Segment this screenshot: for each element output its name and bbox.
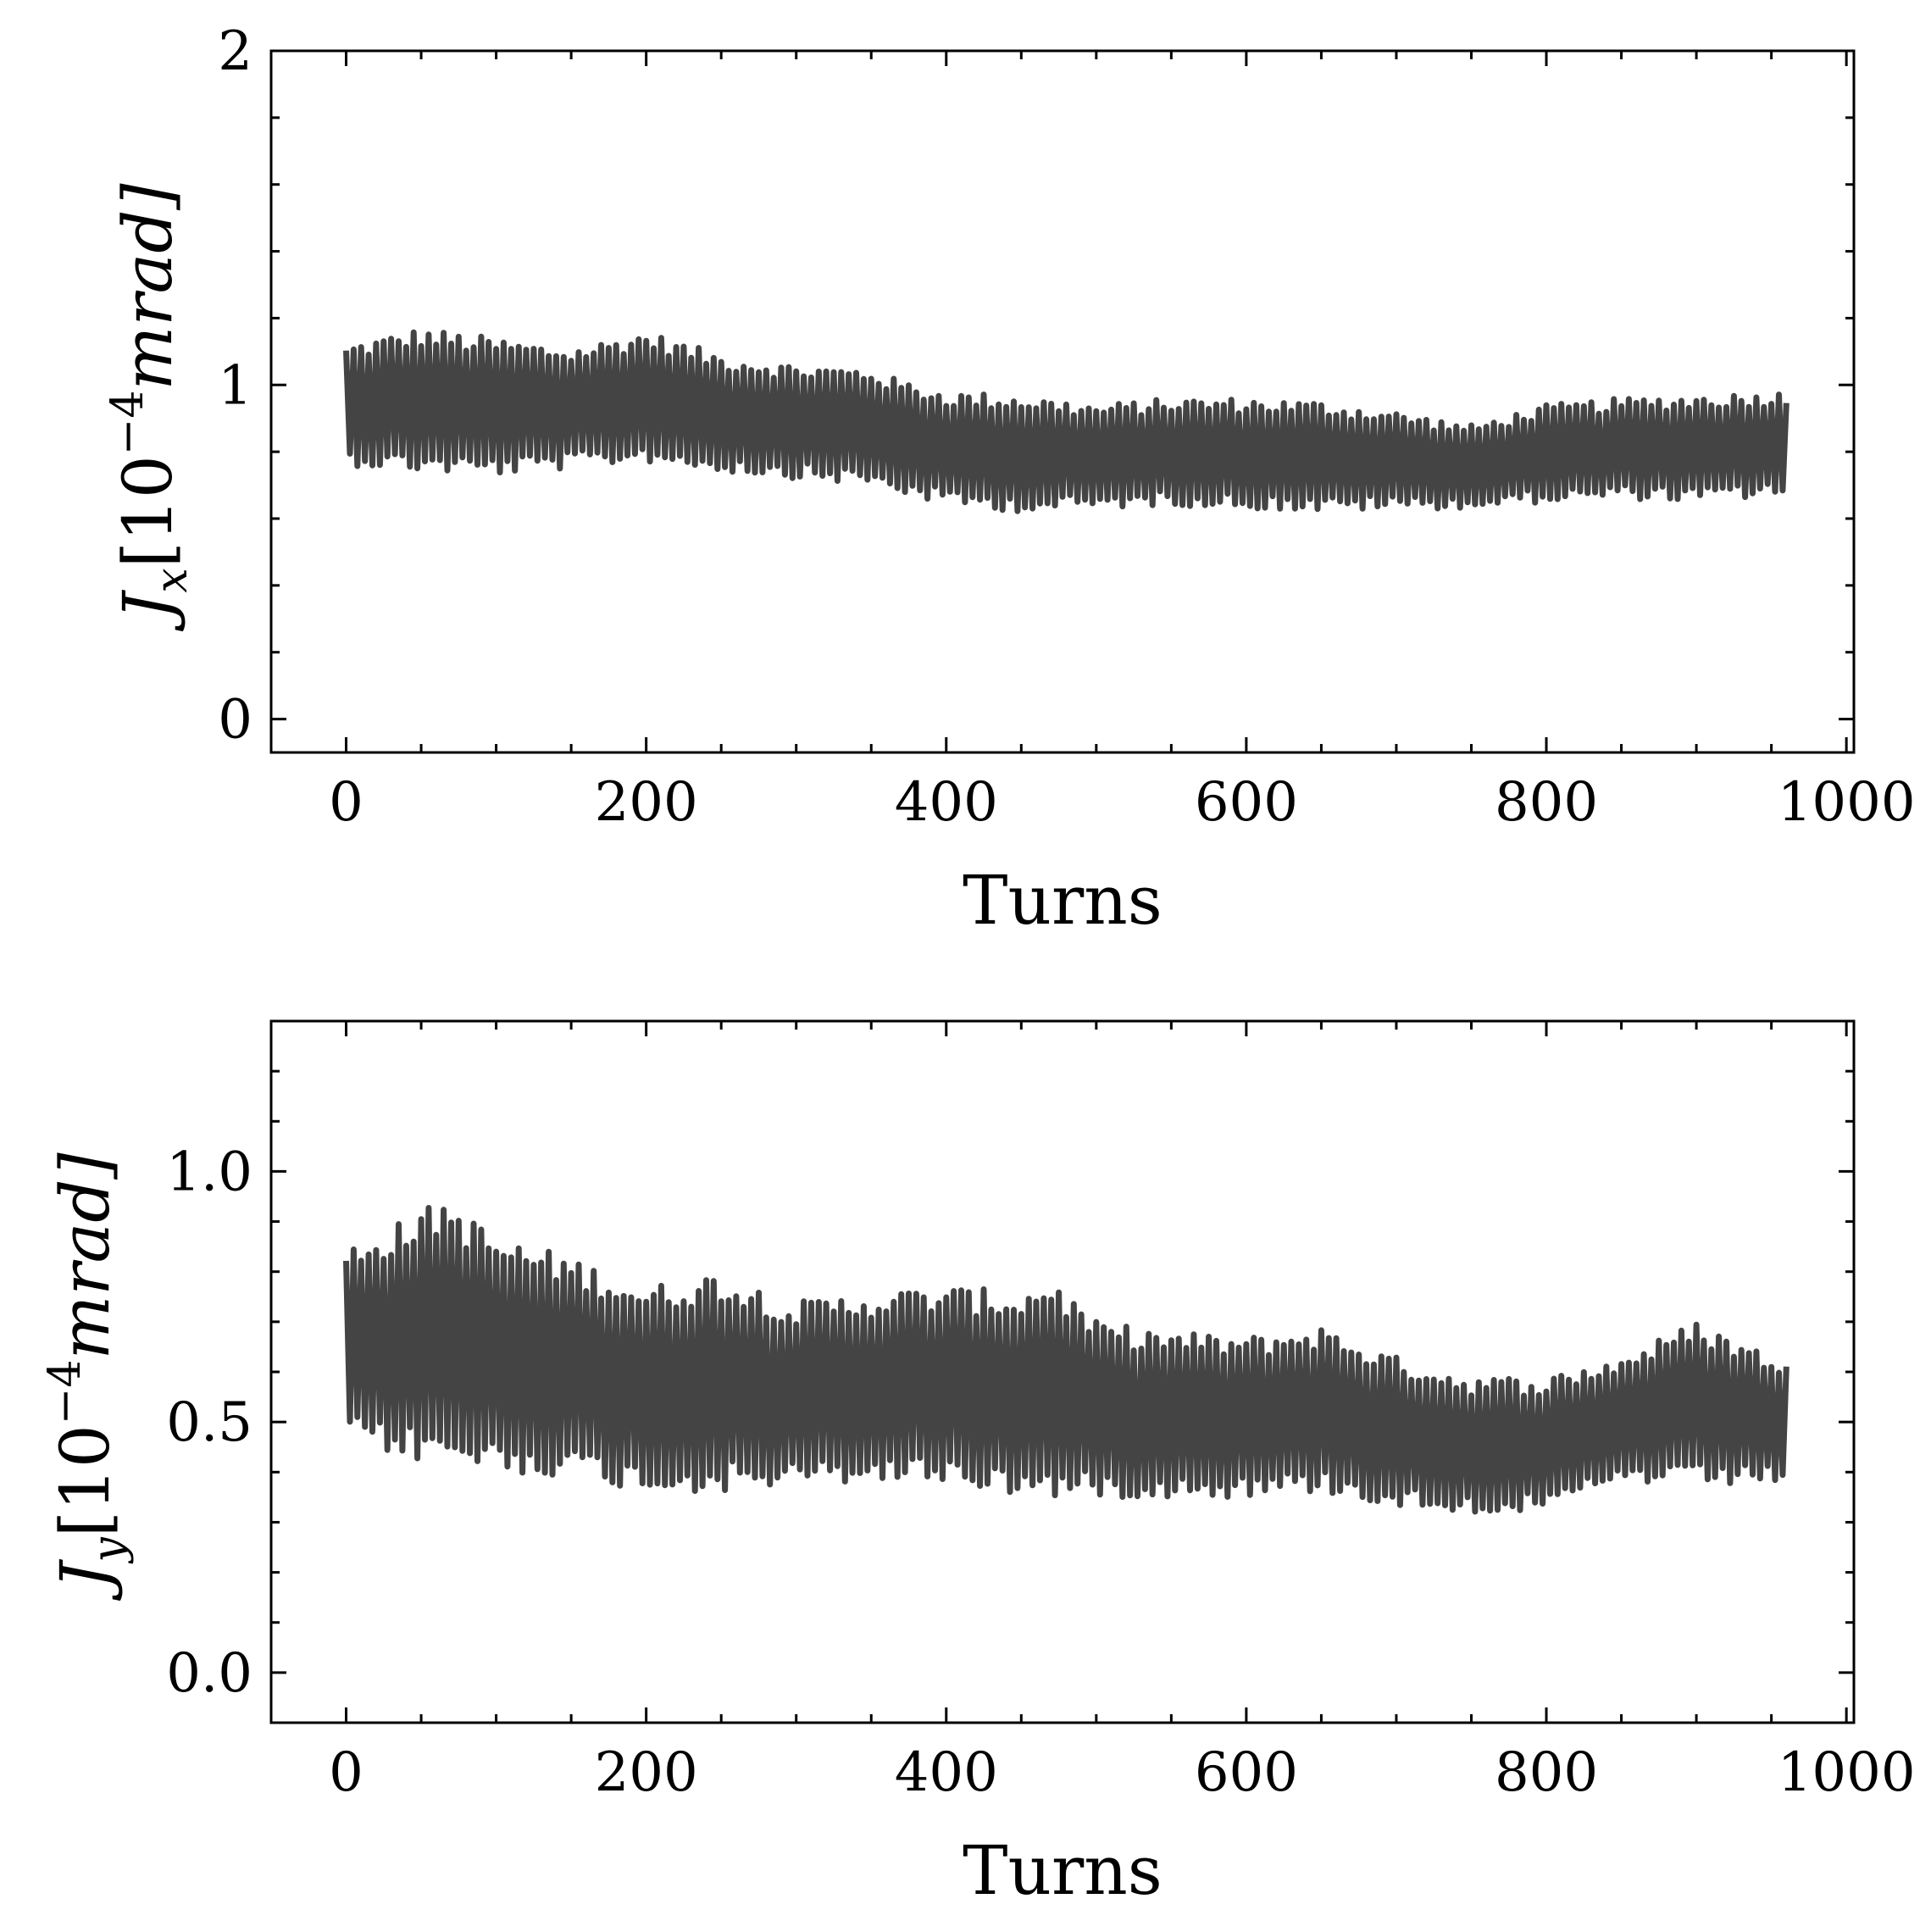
jx-ylabel-subscript: x [147,568,197,592]
jy-ticks: 0 200 400 600 800 1000 0.0 0.5 1.0 [166,1021,1916,1804]
jx-y-tick-label: 0 [218,689,252,752]
jx-y-tick-label: 2 [218,20,252,83]
jy-y-tick-label: 0.5 [166,1391,252,1454]
jx-x-tick-label: 400 [895,771,998,834]
jy-y-tick-label: 0.0 [166,1642,252,1705]
jy-x-tick-label: 400 [895,1741,998,1804]
jy-x-tick-label: 800 [1495,1741,1598,1804]
jx-ylabel-unit-prefix: [10 [108,455,187,568]
jx-y-tick-label: 1 [218,354,252,417]
jx-x-tick-label: 200 [595,771,698,834]
jy-series [343,1205,1790,1515]
jx-x-tick-label: 800 [1495,771,1598,834]
jx-axes-frame [269,49,1856,754]
jy-x-tick-label: 1000 [1778,1741,1916,1804]
jx-x-tick-label: 1000 [1778,771,1916,834]
jx-x-tick-label: 0 [329,771,363,834]
jx-data-line [343,329,1790,514]
jx-series [343,329,1790,514]
jx-ticks: 0 200 400 600 800 1000 0 1 2 [218,20,1915,834]
jy-data-line [343,1205,1790,1515]
jx-x-tick-label: 600 [1195,771,1298,834]
jy-ylabel-exponent: −4 [40,1360,91,1425]
jy-y-tick-label: 1.0 [166,1141,252,1203]
jx-x-axis-label: Turns [963,861,1162,940]
jx-ylabel-exponent: −4 [103,391,153,456]
jy-ylabel-unit: mrad] [46,1152,125,1360]
jy-ylabel-unit-prefix: [10 [46,1424,125,1537]
jy-x-tick-label: 200 [595,1741,698,1804]
jx-ylabel-unit: mrad] [108,183,187,391]
jy-x-tick-label: 0 [329,1741,363,1804]
jy-ylabel-subscript: y [84,1537,135,1564]
jy-x-axis-label: Turns [963,1831,1162,1910]
jy-x-tick-label: 600 [1195,1741,1298,1804]
